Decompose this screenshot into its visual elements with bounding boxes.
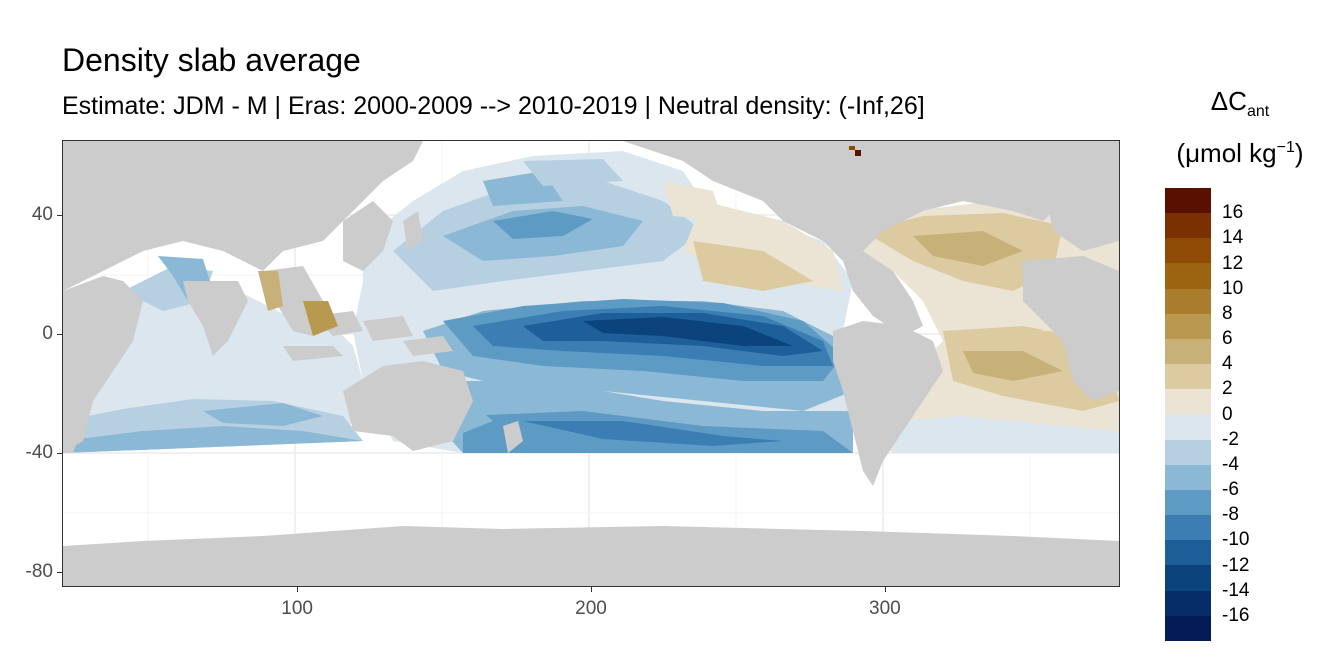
legend-color-step (1165, 338, 1211, 365)
legend-label: 16 (1222, 202, 1244, 224)
x-tick-mark (297, 587, 299, 592)
legend-label: -14 (1222, 579, 1250, 601)
legend-color-step (1165, 515, 1211, 541)
legend-color-step (1165, 615, 1211, 641)
legend-color-step (1165, 439, 1211, 465)
legend-label: 2 (1222, 378, 1233, 400)
x-tick-mark (884, 587, 886, 592)
chart-title: Density slab average (62, 42, 361, 78)
y-tick-mark (57, 452, 62, 454)
x-tick-label: 300 (869, 598, 901, 619)
y-tick-mark (57, 572, 62, 574)
legend-color-step (1165, 313, 1211, 339)
legend-color-step (1165, 565, 1211, 591)
x-tick-label: 100 (281, 598, 313, 619)
y-tick-mark (57, 214, 62, 216)
chart-subtitle: Estimate: JDM - M | Eras: 2000-2009 --> … (62, 92, 925, 120)
y-tick-label: 40 (31, 203, 53, 225)
y-tick-label: -40 (25, 441, 53, 463)
x-tick-mark (591, 587, 592, 592)
legend-color-step (1165, 364, 1211, 390)
y-tick-label: -80 (25, 561, 53, 583)
legend-label: 6 (1222, 328, 1233, 349)
north-america-hotspot (849, 146, 855, 150)
legend-label: 14 (1222, 227, 1244, 249)
legend-color-step (1165, 213, 1211, 239)
legend-label: 10 (1222, 277, 1244, 299)
legend-color-step (1165, 590, 1211, 616)
map-plot (63, 141, 1119, 586)
north-america-hotspot-2 (855, 150, 861, 156)
legend-colorbar (1165, 188, 1211, 641)
legend-label: 0 (1222, 403, 1233, 425)
legend-label: -2 (1222, 428, 1239, 450)
legend-color-step (1165, 238, 1211, 264)
y-tick-mark (57, 333, 62, 335)
legend-label: -16 (1222, 604, 1250, 626)
legend-color-step (1165, 288, 1211, 314)
map-panel (62, 140, 1120, 587)
legend-color-step (1165, 540, 1211, 566)
y-tick-label: 0 (42, 322, 53, 344)
legend-color-step (1165, 489, 1211, 516)
legend-color-step (1165, 464, 1211, 490)
legend-label: -4 (1222, 453, 1239, 475)
x-tick-label: 200 (575, 598, 607, 619)
legend-color-step (1165, 389, 1211, 415)
legend-color-step (1165, 188, 1211, 214)
legend-label: 12 (1222, 252, 1244, 274)
legend-label: -10 (1222, 529, 1250, 551)
legend-label: 8 (1222, 302, 1233, 324)
land-masses (63, 141, 1119, 586)
legend-color-step (1165, 263, 1211, 289)
legend-label: -8 (1222, 504, 1239, 526)
legend-color-step (1165, 414, 1211, 440)
legend-label: -12 (1222, 554, 1250, 576)
legend-label: 4 (1222, 353, 1233, 375)
legend-label: -6 (1222, 479, 1239, 500)
